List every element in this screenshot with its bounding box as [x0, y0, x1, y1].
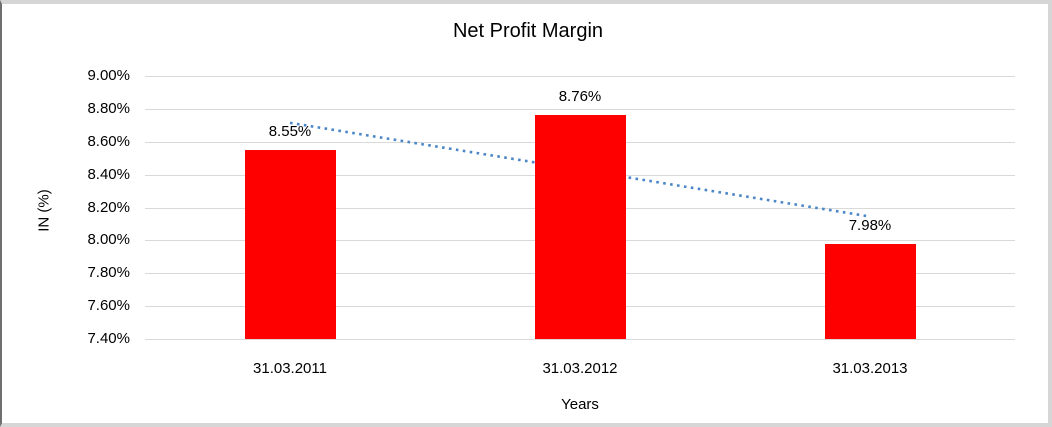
y-tick-label: 8.40%	[87, 166, 130, 183]
x-category-label: 31.03.2013	[832, 360, 908, 377]
x-category-label: 31.03.2011	[253, 360, 327, 377]
y-tick-label: 8.00%	[87, 231, 130, 248]
y-tick-label: 7.40%	[87, 330, 130, 347]
bar-value-label: 8.55%	[268, 123, 312, 140]
y-tick-label: 7.80%	[87, 264, 130, 281]
gridline	[145, 76, 1015, 77]
bar-value-label: 8.76%	[558, 88, 602, 105]
gridline	[145, 109, 1015, 110]
chart-title: Net Profit Margin	[452, 20, 604, 42]
trendline	[289, 121, 871, 218]
x-category-label: 31.03.2012	[542, 360, 618, 377]
y-tick-label: 8.60%	[87, 133, 130, 150]
bar-31.03.2012	[535, 115, 626, 339]
y-tick-label: 8.80%	[87, 100, 130, 117]
bar-value-label: 7.98%	[848, 217, 892, 234]
bar-31.03.2013	[825, 244, 916, 339]
y-tick-label: 8.20%	[87, 199, 130, 216]
y-tick-label: 9.00%	[87, 67, 130, 84]
bar-31.03.2011	[245, 150, 336, 339]
x-axis-title: Years	[561, 396, 599, 413]
gridline	[145, 339, 1015, 340]
y-tick-label: 7.60%	[87, 297, 130, 314]
